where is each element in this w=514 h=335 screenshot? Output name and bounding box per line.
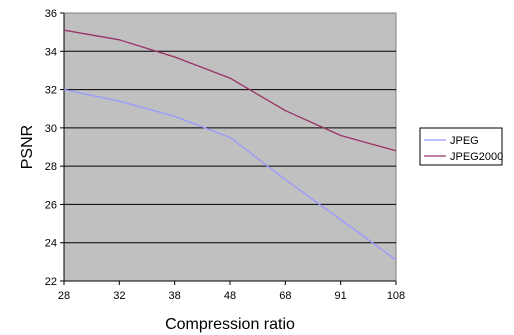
x-axis-tick-labels: 28 32 38 48 68 91 108 [58, 290, 405, 302]
plot-area [63, 12, 397, 282]
x-tick-label: 32 [113, 290, 125, 302]
series-line-jpeg [63, 88, 397, 261]
x-tick-label: 68 [279, 290, 291, 302]
series-lines [63, 29, 397, 261]
y-tick-label: 24 [45, 238, 57, 250]
gridlines [60, 12, 397, 285]
x-tick-label: 91 [335, 290, 347, 302]
y-tick-label: 36 [45, 8, 57, 20]
x-tick-label: 28 [58, 290, 70, 302]
y-tick-label: 34 [45, 46, 57, 58]
legend: JPEG JPEG2000 [419, 127, 503, 166]
y-axis-tick-labels: 22 24 26 28 30 32 34 36 [45, 8, 57, 288]
x-axis-title: Compression ratio [165, 316, 295, 333]
y-tick-label: 22 [45, 276, 57, 288]
y-axis-title: PSNR [19, 125, 36, 169]
legend-label-jpeg2000: JPEG2000 [450, 151, 503, 163]
legend-box [419, 127, 503, 166]
x-tick-label: 38 [169, 290, 181, 302]
y-tick-label: 28 [45, 161, 57, 173]
x-tick-label: 48 [224, 290, 236, 302]
y-tick-label: 26 [45, 199, 57, 211]
y-tick-label: 32 [45, 85, 57, 97]
x-tick-label: 108 [387, 290, 405, 302]
series-line-jpeg2000 [63, 29, 397, 152]
y-tick-label: 30 [45, 123, 57, 135]
legend-label-jpeg: JPEG [450, 135, 479, 147]
